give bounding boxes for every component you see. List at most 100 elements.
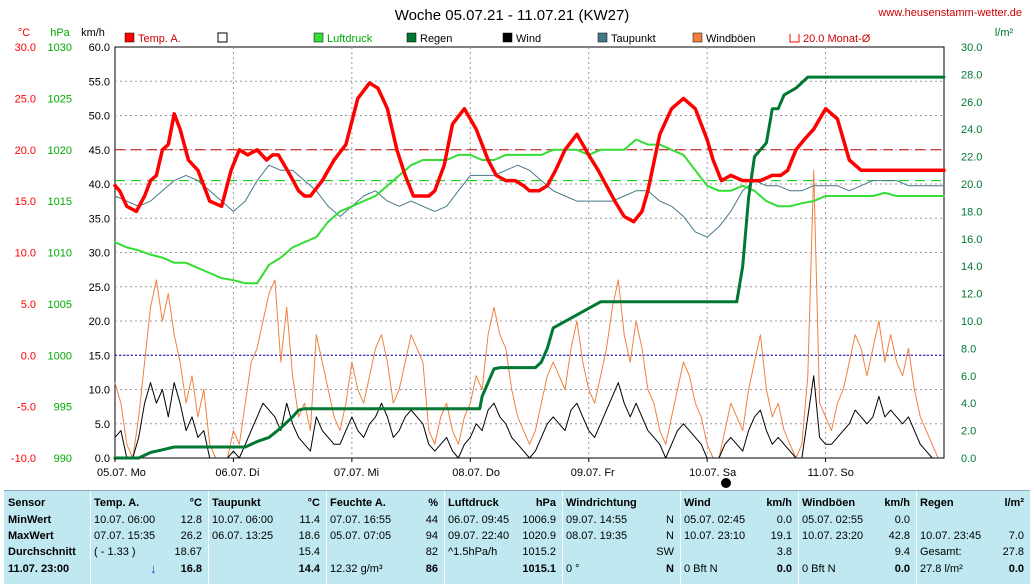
stats-header: Taupunkt °C — [208, 495, 326, 511]
legend-swatch — [124, 32, 135, 43]
stats-cell-value: 0.0 — [776, 563, 792, 575]
stats-row: 0 Bft N 0.0 — [798, 561, 916, 577]
stats-cell-note: 10.07. 06:00 — [94, 514, 156, 526]
stats-header-label: Taupunkt — [212, 497, 261, 509]
stats-cell-value: SW — [656, 546, 674, 558]
temp-tick-label: 5.0 — [21, 299, 36, 311]
stats-cell-value: 86 — [425, 563, 438, 575]
stats-cell-note: 07.07. 16:55 — [330, 514, 392, 526]
stats-header: Windrichtung — [562, 495, 680, 511]
press-tick-label: 1000 — [48, 350, 72, 362]
legend-label: Wind — [516, 33, 541, 45]
stats-row: 3.8 — [680, 544, 798, 560]
legend-swatch — [217, 32, 228, 43]
rain-tick-label: 14.0 — [961, 261, 982, 273]
legend-label: Regen — [420, 33, 452, 45]
stats-row: 06.07. 13:25 18.6 — [208, 528, 326, 544]
rain-tick-label: 8.0 — [961, 343, 976, 355]
wind-tick-label: 5.0 — [95, 419, 110, 431]
stats-row: 10.07. 06:00 11.4 — [208, 512, 326, 528]
stats-cell-note: 12.32 g/m³ — [330, 563, 383, 575]
stats-cell-note: 05.07. 02:45 — [684, 514, 746, 526]
stats-header: Luftdruck hPa — [444, 495, 562, 511]
stats-column: Wind km/h 05.07. 02:45 0.0 10.07. 23:10 19.1 3… — [680, 491, 799, 584]
stats-cell-note: 27.8 l/m² — [920, 563, 963, 575]
stats-row: 1015.1 — [444, 561, 562, 577]
wind-tick-label: 25.0 — [89, 282, 110, 294]
stats-cell-note: 08.07. 19:35 — [566, 530, 628, 542]
stats-header-unit: °C — [189, 497, 202, 509]
stats-header-unit: l/m² — [1004, 497, 1024, 509]
stats-row: 08.07. 19:35 N — [562, 528, 680, 544]
stats-header: Sensor — [4, 495, 90, 511]
stats-row: 10.07. 06:00 12.8 — [90, 512, 208, 528]
stats-cell-value: 0.0 — [776, 514, 792, 526]
stats-cell-value: 11.4 — [299, 514, 320, 526]
temp-tick-label: 10.0 — [15, 248, 36, 260]
stats-header: Temp. A. °C — [90, 495, 208, 511]
rain-tick-label: 28.0 — [961, 69, 982, 81]
stats-row: ↓ 16.8 — [90, 561, 208, 577]
legend-label: 20.0 Monat-Ø — [803, 33, 871, 45]
wind-tick-label: 45.0 — [89, 145, 110, 157]
stats-cell-note: Gesamt: — [920, 546, 962, 558]
legend-swatch — [313, 32, 324, 43]
stats-header-unit: °C — [307, 497, 320, 509]
stats-header-label: Feuchte A. — [330, 497, 386, 509]
rain-tick-label: 10.0 — [961, 316, 982, 328]
rain-tick-label: 24.0 — [961, 124, 982, 136]
stats-header-label: Wind — [684, 497, 711, 509]
chart-title: Woche 05.07.21 - 11.07.21 (KW27) — [395, 7, 630, 24]
legend-label: Windböen — [706, 33, 756, 45]
stats-cell-value: 15.4 — [298, 546, 320, 558]
temp-tick-label: 30.0 — [15, 42, 36, 54]
stats-column: Luftdruck hPa 06.07. 09:45 1006.9 09.07. 22:… — [444, 491, 563, 584]
stats-row-label: MinWert — [8, 514, 52, 526]
stats-cell-value: 18.67 — [174, 546, 202, 558]
site-url[interactable]: www.heusenstamm-wetter.de — [877, 7, 1022, 19]
stats-row: ^1.5hPa/h 1015.2 — [444, 544, 562, 560]
stats-header-label: Sensor — [8, 497, 46, 509]
stats-row: 05.07. 07:05 94 — [326, 528, 444, 544]
temp-tick-label: 25.0 — [15, 93, 36, 105]
stats-cell-note: 10.07. 23:10 — [684, 530, 746, 542]
wind-tick-label: 35.0 — [89, 213, 110, 225]
stats-header-unit: hPa — [535, 497, 556, 509]
stats-row: 14.4 — [208, 561, 326, 577]
press-tick-label: 1030 — [48, 42, 72, 54]
unit-temp: °C — [18, 27, 30, 39]
press-tick-label: 995 — [54, 402, 72, 414]
stats-row-label: Durchschnitt — [8, 546, 76, 558]
wind-tick-label: 50.0 — [89, 111, 110, 123]
stats-row: 9.4 — [798, 544, 916, 560]
stats-cell-value: N — [666, 530, 674, 542]
stats-row: 10.07. 23:45 7.0 — [916, 528, 1030, 544]
x-axis-label: 11.07. So — [808, 467, 854, 479]
stats-cell-note: ( - 1.33 ) — [94, 546, 136, 558]
rain-tick-label: 20.0 — [961, 179, 982, 191]
stats-cell-note: ^1.5hPa/h — [448, 546, 498, 558]
x-axis-label: 08.07. Do — [452, 467, 500, 479]
stats-cell-value: 3.8 — [776, 546, 792, 558]
stats-cell-value: 1020.9 — [522, 530, 556, 542]
wind-tick-label: 0.0 — [95, 453, 110, 465]
rain-tick-label: 0.0 — [961, 453, 976, 465]
stats-cell-note: 0 ° — [566, 563, 580, 575]
stats-cell-value: 44 — [425, 514, 438, 526]
stats-cell-note: ↓ — [150, 561, 157, 576]
stats-row: 0 ° N — [562, 561, 680, 577]
legend-label: Temp. A. — [138, 33, 181, 45]
stats-column: Taupunkt °C 10.07. 06:00 11.4 06.07. 13:25 18… — [208, 491, 327, 584]
press-tick-label: 1010 — [48, 248, 72, 260]
stats-header: Windböen km/h — [798, 495, 916, 511]
stats-cell-value: 1015.2 — [522, 546, 556, 558]
wind-tick-label: 20.0 — [89, 316, 110, 328]
wind-tick-label: 30.0 — [89, 248, 110, 260]
stats-row: 11.07. 23:00 — [4, 561, 90, 577]
rain-tick-label: 4.0 — [961, 398, 976, 410]
stats-cell-value: 14.4 — [298, 563, 320, 575]
stats-header-unit: % — [428, 497, 438, 509]
stats-column: Windrichtung 09.07. 14:55 N 08.07. 19:35 N SW… — [562, 491, 681, 584]
stats-cell-note: 10.07. 23:45 — [920, 530, 982, 542]
x-axis-label: 06.07. Di — [215, 467, 259, 479]
